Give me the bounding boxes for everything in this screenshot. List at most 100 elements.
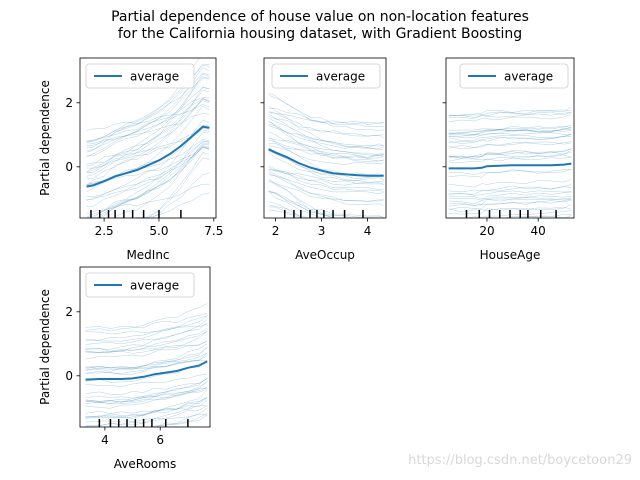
ice-curve — [448, 126, 572, 134]
panel-aveoccup: 2 3 4 AveOccup average — [260, 57, 387, 262]
ice-curve — [448, 184, 572, 193]
average-line — [268, 148, 384, 177]
ice-curve — [86, 77, 210, 177]
ice-curve — [268, 178, 336, 218]
ice-curve — [268, 190, 384, 218]
ice-curve — [448, 198, 572, 210]
x-tick-label: 3 — [318, 224, 326, 238]
ice-curve — [133, 192, 210, 218]
ice-curve — [85, 353, 208, 375]
y-tick-label: 0 — [65, 369, 73, 383]
ice-curve — [448, 134, 572, 144]
x-tick-label: 2.5 — [95, 224, 114, 238]
ice-curve — [86, 147, 210, 198]
ice-curve — [448, 186, 572, 195]
ice-curve — [85, 347, 208, 371]
ice-curve — [448, 156, 572, 163]
ice-curve — [85, 319, 208, 350]
ice-curve — [85, 331, 208, 360]
x-tick-label: 40 — [531, 224, 546, 238]
ice-curve — [86, 76, 210, 152]
ice-curve — [113, 142, 210, 218]
x-axis-label: MedInc — [126, 248, 169, 262]
ice-curve — [268, 201, 304, 218]
ice-curve — [268, 172, 384, 206]
ice-curve — [268, 204, 310, 218]
ice-curve — [85, 381, 208, 409]
ice-curve — [86, 73, 210, 173]
ice-curve — [268, 136, 384, 176]
ice-curve — [268, 94, 384, 131]
ice-curve — [86, 87, 210, 157]
ice-curve — [448, 168, 572, 178]
x-tick-label: 4 — [101, 433, 109, 447]
axes-frame — [445, 57, 575, 219]
ice-curve — [448, 129, 572, 137]
ice-curve — [448, 198, 572, 205]
ice-curve — [86, 86, 210, 186]
ice-curve — [268, 170, 384, 202]
legend-box — [85, 63, 195, 89]
ice-curve — [268, 166, 384, 190]
ice-curve — [85, 405, 208, 427]
ice-curve — [268, 115, 384, 137]
average-line — [86, 125, 210, 188]
axes-frame — [79, 266, 211, 428]
legend-box — [271, 63, 381, 89]
x-tick-label: 6 — [156, 433, 164, 447]
ice-curve — [85, 389, 208, 419]
ice-curve — [448, 134, 572, 144]
ice-curve — [268, 180, 351, 218]
ice-curve — [86, 105, 210, 193]
ice-curve — [85, 404, 208, 414]
x-tick-label: 4 — [364, 224, 372, 238]
ice-curve — [448, 197, 572, 206]
legend: average — [85, 63, 195, 89]
ice-curve — [90, 119, 210, 218]
x-tick-label: 5.0 — [149, 224, 168, 238]
axes-frame — [79, 57, 217, 219]
average-line — [85, 360, 208, 381]
ice-curve — [268, 165, 384, 192]
ice-curve — [448, 106, 572, 117]
ice-curve — [85, 378, 208, 395]
panel-averooms: 4 6 0 2 AveRooms Partial dependence average — [38, 266, 211, 471]
ice-curve — [151, 172, 210, 218]
ice-curve — [448, 195, 572, 199]
ice-curve — [99, 131, 210, 218]
ice-curve — [448, 132, 572, 139]
ice-curve — [268, 168, 384, 186]
ice-curves — [85, 303, 208, 427]
ice-curve — [86, 90, 210, 173]
y-tick-label: 2 — [65, 96, 73, 110]
ice-curve — [85, 388, 208, 404]
ice-curve — [85, 397, 208, 418]
ice-curve — [86, 113, 210, 144]
ice-curve — [268, 112, 384, 139]
legend: average — [271, 63, 381, 89]
ice-curve — [85, 352, 208, 369]
x-axis-label: AveOccup — [295, 248, 355, 262]
ice-curve — [85, 387, 208, 402]
ice-curve — [448, 126, 572, 136]
ice-curve — [268, 143, 384, 159]
ice-curve — [268, 137, 384, 156]
ice-curve — [448, 111, 572, 119]
ice-curve — [448, 152, 572, 160]
ice-curve — [85, 343, 208, 371]
ice-curve — [268, 121, 384, 162]
ice-curve — [85, 340, 208, 353]
legend-box — [85, 272, 195, 298]
ice-curve — [268, 191, 325, 218]
ice-curve — [268, 150, 384, 181]
ice-curve — [86, 98, 210, 146]
panel-medinc: 2.5 5.0 7.5 0 2 MedInc Partial dependence avera… — [38, 57, 223, 262]
ice-curve — [268, 123, 384, 148]
axes-frame — [263, 57, 387, 219]
ice-curve — [86, 100, 210, 167]
ice-curve — [86, 125, 210, 169]
ice-curve — [448, 135, 572, 141]
ice-curve — [448, 148, 572, 158]
ice-curve — [448, 179, 572, 188]
ice-curve — [448, 129, 572, 135]
